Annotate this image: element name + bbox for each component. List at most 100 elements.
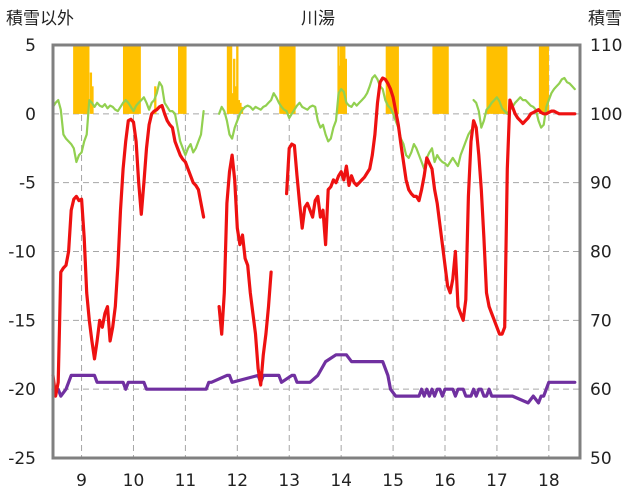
right-tick-label: 100 bbox=[590, 105, 622, 125]
x-tick-label: 10 bbox=[123, 471, 145, 491]
sunshine-bar bbox=[126, 45, 129, 114]
left-tick-label: 5 bbox=[25, 36, 36, 56]
sunshine-bar bbox=[182, 45, 185, 114]
sunshine-bar bbox=[79, 45, 82, 114]
right-tick-label: 60 bbox=[590, 380, 612, 400]
sunshine-bar bbox=[136, 45, 140, 114]
x-tick-label: 11 bbox=[175, 471, 197, 491]
sunshine-bar bbox=[283, 45, 287, 114]
left-tick-label: 0 bbox=[25, 105, 36, 125]
sunshine-bar bbox=[396, 45, 399, 114]
sunshine-bar bbox=[288, 45, 291, 114]
sunshine-bar bbox=[343, 45, 346, 114]
sunshine-bar bbox=[82, 45, 85, 114]
sunshine-bar bbox=[89, 72, 93, 114]
sunshine-bar bbox=[184, 45, 187, 114]
sunshine-bar bbox=[543, 45, 546, 114]
sunshine-bar bbox=[503, 45, 506, 114]
sunshine-bar bbox=[501, 45, 505, 114]
snow-depth-line bbox=[51, 353, 577, 405]
right-tick-label: 70 bbox=[590, 311, 612, 331]
sunshine-bar bbox=[391, 45, 395, 114]
sunshine-bar bbox=[181, 45, 184, 114]
sunshine-bar bbox=[228, 45, 231, 114]
x-tick-label: 14 bbox=[330, 471, 352, 491]
sunshine-bar bbox=[291, 45, 295, 114]
sunshine-bar bbox=[236, 45, 239, 114]
sunshine-bar bbox=[84, 45, 87, 114]
sunshine-bar bbox=[77, 45, 81, 114]
sunshine-bar bbox=[122, 45, 126, 114]
sunshine-bar bbox=[91, 86, 94, 114]
right-tick-label: 50 bbox=[590, 449, 612, 469]
sunshine-bar bbox=[492, 45, 495, 114]
sunshine-bar bbox=[76, 45, 79, 114]
sunshine-bar bbox=[132, 45, 135, 114]
sunshine-bar bbox=[280, 45, 284, 114]
sunshine-bar bbox=[540, 45, 543, 114]
sunshine-bar bbox=[444, 45, 448, 114]
x-tick-label: 15 bbox=[382, 471, 404, 491]
sunshine-bar bbox=[129, 45, 132, 114]
sunshine-bar bbox=[344, 58, 347, 114]
x-tick-label: 18 bbox=[538, 471, 560, 491]
sunshine-bar bbox=[432, 45, 435, 114]
sunshine-bar bbox=[234, 86, 237, 114]
sunshine-bar bbox=[487, 45, 491, 114]
right-tick-label: 110 bbox=[590, 36, 622, 56]
sunshine-bar bbox=[538, 45, 542, 114]
sunshine-bar bbox=[546, 45, 549, 114]
sunshine-bar bbox=[74, 45, 78, 114]
sunshine-bar bbox=[73, 45, 76, 114]
x-tick-label: 13 bbox=[278, 471, 300, 491]
sunshine-bar bbox=[441, 45, 445, 114]
sunshine-bar bbox=[505, 45, 508, 114]
sunshine-bar bbox=[395, 45, 398, 114]
x-tick-label: 9 bbox=[76, 471, 87, 491]
chart-title: 川湯 bbox=[301, 9, 335, 29]
sunshine-bar bbox=[229, 45, 233, 114]
x-tick-label: 16 bbox=[434, 471, 456, 491]
sunshine-bar bbox=[489, 45, 492, 114]
sunshine-bar bbox=[290, 45, 293, 114]
sunshine-bar bbox=[179, 45, 182, 114]
sunshine-bar bbox=[133, 45, 137, 114]
sunshine-bar bbox=[239, 102, 242, 114]
sunshine-bar bbox=[446, 45, 449, 114]
sunshine-bar bbox=[497, 45, 500, 114]
sunshine-bar bbox=[390, 45, 393, 114]
series-lines bbox=[51, 74, 577, 405]
temperature-line bbox=[285, 76, 577, 336]
sunshine-bar bbox=[231, 93, 234, 114]
x-tick-label: 17 bbox=[486, 471, 508, 491]
sunshine-bar bbox=[435, 45, 438, 114]
sunshine-bar bbox=[127, 45, 130, 114]
sunshine-bars bbox=[73, 45, 549, 114]
sunshine-bar bbox=[282, 45, 285, 114]
sunshine-bar bbox=[494, 45, 497, 114]
sunshine-bar bbox=[388, 45, 392, 114]
sunshine-bar bbox=[178, 45, 181, 114]
sunshine-bar bbox=[495, 45, 499, 114]
left-tick-label: -15 bbox=[8, 311, 36, 331]
green-line bbox=[51, 74, 473, 170]
left-axis-title: 積雪以外 bbox=[6, 9, 74, 29]
temperature-line bbox=[51, 104, 206, 398]
sunshine-bar bbox=[486, 45, 489, 114]
sunshine-bar bbox=[130, 45, 134, 114]
sunshine-bar bbox=[387, 45, 390, 114]
sunshine-bar bbox=[393, 45, 396, 114]
left-tick-label: -20 bbox=[8, 380, 36, 400]
left-tick-label: -25 bbox=[8, 449, 36, 469]
sunshine-bar bbox=[135, 45, 138, 114]
x-tick-label: 12 bbox=[226, 471, 248, 491]
right-tick-label: 80 bbox=[590, 243, 612, 263]
sunshine-bar bbox=[541, 45, 545, 114]
sunshine-bar bbox=[438, 45, 441, 114]
green-line bbox=[472, 76, 576, 129]
sunshine-bar bbox=[80, 45, 84, 114]
sunshine-bar bbox=[279, 45, 282, 114]
sunshine-bar bbox=[87, 45, 90, 114]
